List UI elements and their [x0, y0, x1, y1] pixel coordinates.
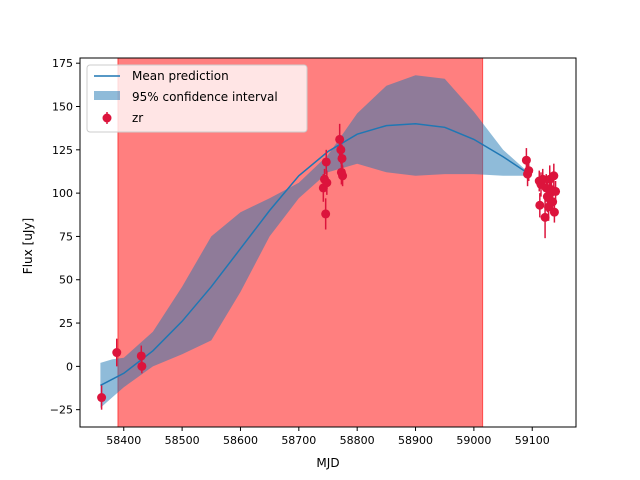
- data-marker: [535, 200, 545, 210]
- data-point: [137, 359, 147, 374]
- data-marker: [336, 145, 346, 155]
- data-point: [540, 196, 550, 239]
- data-marker: [97, 393, 107, 403]
- data-point: [322, 170, 332, 195]
- data-marker: [549, 171, 559, 181]
- confidence-band: [100, 75, 527, 408]
- axes-frame: [79, 57, 577, 428]
- y-tick-label: 50: [59, 274, 73, 287]
- x-tick-label: 58500: [165, 434, 200, 447]
- data-point: [112, 338, 122, 367]
- y-tick-label: 0: [66, 360, 73, 373]
- x-tick-label: 58600: [223, 434, 258, 447]
- data-marker: [335, 134, 345, 144]
- data-marker: [538, 174, 548, 184]
- data-point: [549, 201, 559, 223]
- data-marker: [549, 207, 559, 217]
- data-point: [321, 198, 331, 230]
- data-marker: [524, 166, 534, 176]
- data-marker: [540, 212, 550, 222]
- axes: 58400 58500 58600 58700 58800 58900 59000 59100…: [50, 57, 577, 447]
- data-point: [97, 385, 107, 410]
- legend: Mean prediction 95% confidence interval zr: [86, 64, 308, 133]
- data-point: [524, 160, 534, 181]
- data-point: [551, 181, 561, 202]
- x-tick-label: 58700: [281, 434, 316, 447]
- y-tick-label: 125: [52, 144, 73, 157]
- data-marker: [337, 153, 347, 163]
- legend-marker-swatch: [102, 113, 112, 123]
- data-point: [549, 163, 559, 188]
- y-tick-label: −25: [50, 404, 73, 417]
- y-tick-label: 100: [52, 187, 73, 200]
- x-tick-label: 59100: [515, 434, 550, 447]
- data-marker: [112, 348, 122, 358]
- x-tick-label: 59000: [456, 434, 491, 447]
- data-point: [338, 165, 348, 187]
- x-tick-label: 58900: [398, 434, 433, 447]
- x-tick-label: 58800: [340, 434, 375, 447]
- data-marker: [551, 186, 561, 196]
- data-marker: [136, 351, 146, 361]
- x-axis-label: MJD: [316, 456, 339, 470]
- y-axis-label: Flux [uJy]: [21, 218, 35, 274]
- data-marker: [338, 171, 348, 181]
- data-marker: [322, 178, 332, 188]
- legend-box: [86, 64, 308, 133]
- legend-band-swatch: [94, 91, 120, 100]
- data-marker: [137, 361, 147, 371]
- legend-label: zr: [132, 111, 143, 125]
- data-point: [535, 193, 545, 218]
- y-tick-label: 175: [52, 57, 73, 70]
- mean-prediction-line: [100, 123, 527, 387]
- data-marker: [321, 209, 331, 219]
- legend-label: 95% confidence interval: [132, 90, 278, 104]
- data-marker: [521, 155, 531, 165]
- x-tick-label: 58400: [106, 434, 141, 447]
- y-tick-label: 75: [59, 230, 73, 243]
- data-marker: [321, 157, 331, 167]
- y-tick-label: 25: [59, 317, 73, 330]
- data-point: [321, 149, 331, 175]
- y-tick-label: 150: [52, 101, 73, 114]
- legend-label: Mean prediction: [132, 69, 229, 83]
